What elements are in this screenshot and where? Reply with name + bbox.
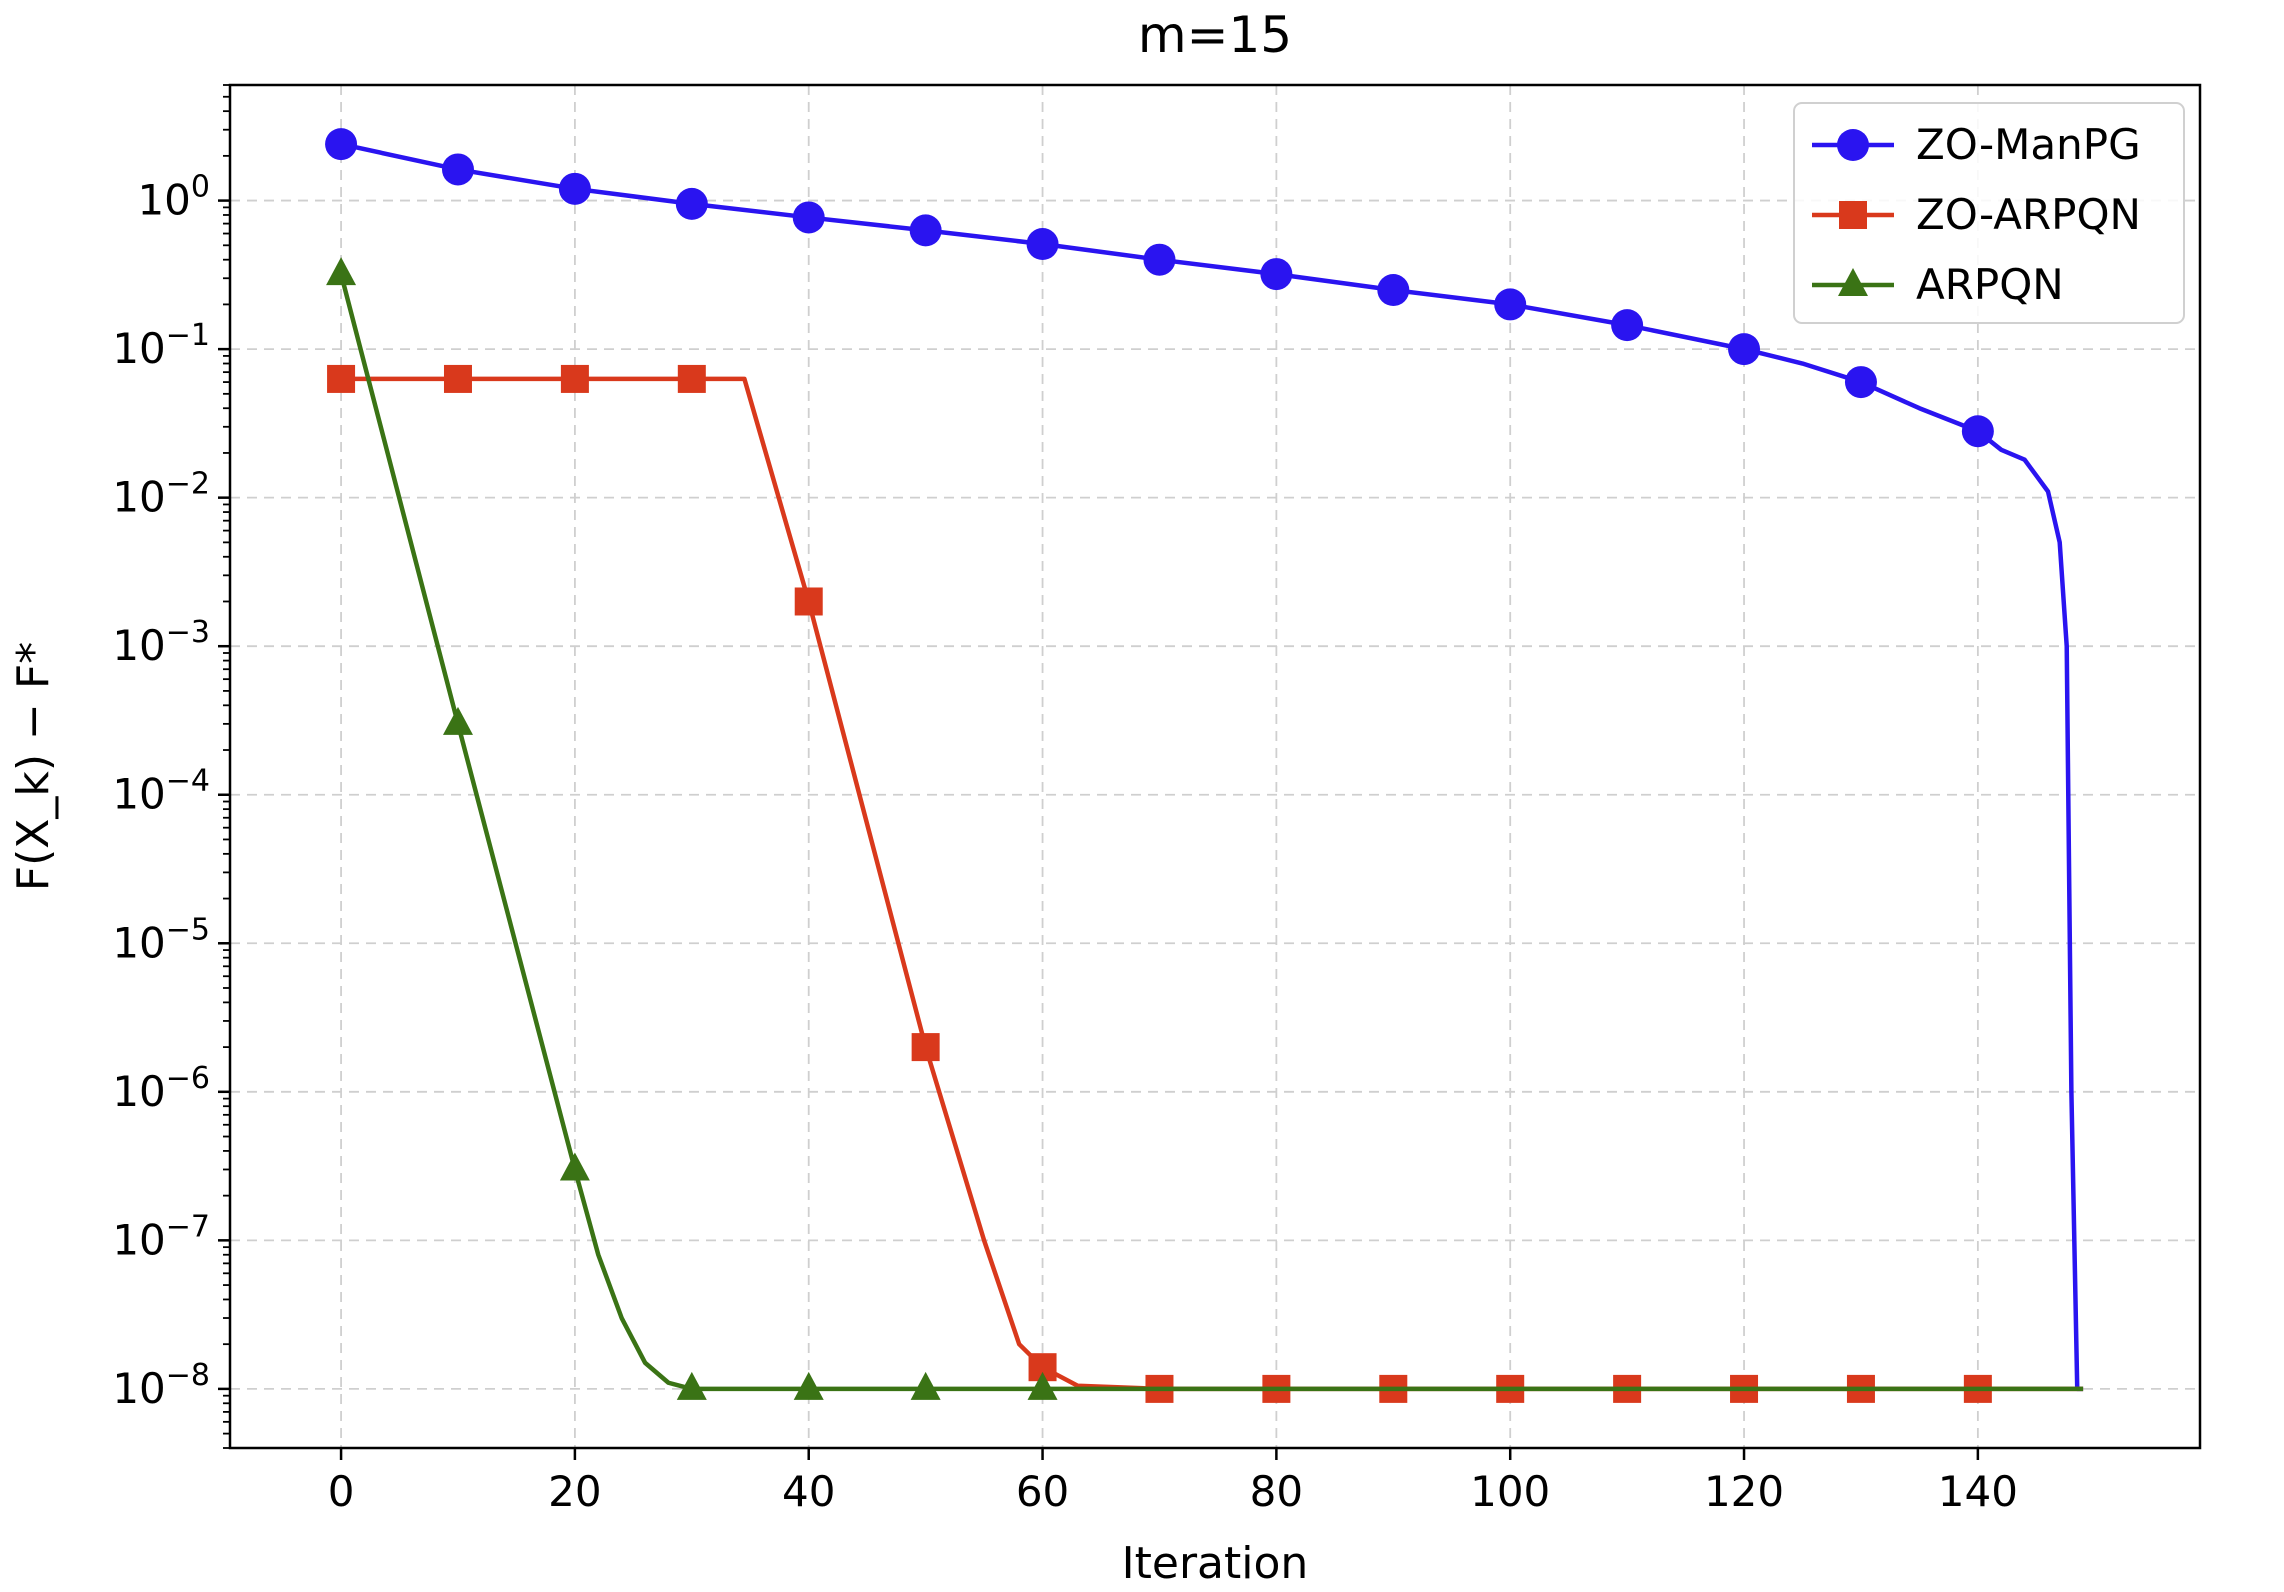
data-point: [1026, 228, 1059, 261]
data-point: [1143, 243, 1176, 276]
y-tick-exponent: −5: [166, 912, 210, 947]
y-axis-title: F(X_k) − F*: [8, 642, 59, 891]
y-tick-label: 10−6: [112, 1061, 210, 1116]
data-point: [792, 201, 825, 234]
data-point: [910, 1371, 941, 1400]
data-point: [325, 128, 358, 161]
axes: 0 20 40 60 80 100 120 14010010−110−210−310−410−…: [112, 84, 2018, 1516]
data-point: [1961, 415, 1994, 448]
x-tick-label: 120: [1704, 1467, 1784, 1516]
data-point: [327, 364, 356, 393]
data-point: [794, 587, 823, 616]
data-point: [560, 364, 589, 393]
plot-frame: [228, 83, 2202, 1450]
x-tick-label: 80: [1250, 1467, 1303, 1516]
y-tick-base: 10: [112, 473, 165, 522]
grid: [230, 85, 2200, 1448]
y-tick-base: 10: [112, 1067, 165, 1116]
series-zo-manpg: [325, 128, 2084, 1392]
y-tick-base: 10: [137, 176, 190, 225]
y-tick-base: 10: [112, 621, 165, 670]
y-tick-base: 10: [112, 918, 165, 967]
data-point: [559, 1152, 590, 1181]
legend-label: ZO-ARPQN: [1916, 190, 2141, 239]
data-point: [1844, 366, 1877, 399]
x-axis-title: Iteration: [1122, 1538, 1309, 1588]
legend-marker: [1838, 268, 1868, 296]
y-tick-label: 10−2: [112, 467, 210, 522]
data-point: [1260, 258, 1293, 291]
data-point: [1494, 288, 1527, 321]
y-tick-exponent: −6: [166, 1061, 210, 1096]
data-point: [911, 1033, 940, 1062]
data-point: [909, 214, 942, 247]
data-point: [677, 364, 706, 393]
y-tick-label: 10−7: [112, 1209, 210, 1264]
legend-marker: [1837, 129, 1869, 161]
legend-item: ARPQN: [1812, 260, 2064, 309]
chart-title: m=15: [1138, 6, 1292, 64]
x-tick-label: 20: [548, 1467, 601, 1516]
y-tick-label: 10−1: [112, 318, 210, 373]
data-point: [441, 153, 474, 186]
legend-label: ZO-ManPG: [1916, 120, 2141, 169]
data-point: [675, 187, 708, 220]
y-tick-exponent: −4: [166, 764, 210, 799]
data-point: [442, 706, 473, 735]
data-point: [1611, 309, 1644, 342]
data-point: [1728, 333, 1761, 366]
data-point: [676, 1371, 707, 1400]
y-tick-label: 10−5: [112, 912, 210, 967]
data-point: [1377, 274, 1410, 307]
legend: ZO-ManPG ZO-ARPQN ARPQN: [1793, 102, 2185, 324]
data-point: [1027, 1371, 1058, 1400]
data-point: [326, 257, 357, 286]
legend-marker: [1839, 201, 1867, 229]
y-tick-label: 100: [137, 170, 210, 225]
y-tick-exponent: −8: [166, 1358, 210, 1393]
y-tick-exponent: −7: [166, 1209, 210, 1244]
legend-item: ZO-ManPG: [1812, 120, 2141, 169]
y-tick-base: 10: [112, 324, 165, 373]
data-point: [443, 364, 472, 393]
x-tick-label: 60: [1016, 1467, 1069, 1516]
y-tick-base: 10: [112, 770, 165, 819]
y-tick-exponent: −3: [166, 615, 210, 650]
legend-item: ZO-ARPQN: [1812, 190, 2141, 239]
series-layer: [325, 128, 2084, 1403]
x-tick-label: 40: [782, 1467, 835, 1516]
x-tick-label: 100: [1470, 1467, 1550, 1516]
y-tick-base: 10: [112, 1215, 165, 1264]
x-tick-label: 140: [1938, 1467, 2018, 1516]
y-tick-label: 10−3: [112, 615, 210, 670]
y-tick-exponent: 0: [191, 170, 210, 205]
legend-label: ARPQN: [1916, 260, 2064, 309]
x-tick-label: 0: [328, 1467, 355, 1516]
series-zo-arpqn: [327, 364, 2084, 1403]
y-tick-base: 10: [112, 1364, 165, 1413]
legend-box: [1793, 102, 2185, 324]
y-tick-label: 10−8: [112, 1358, 210, 1413]
data-point: [558, 172, 591, 205]
data-point: [793, 1371, 824, 1400]
y-tick-exponent: −2: [166, 467, 210, 502]
y-tick-label: 10−4: [112, 764, 210, 819]
y-tick-exponent: −1: [166, 318, 210, 353]
series-arpqn: [326, 257, 2084, 1400]
